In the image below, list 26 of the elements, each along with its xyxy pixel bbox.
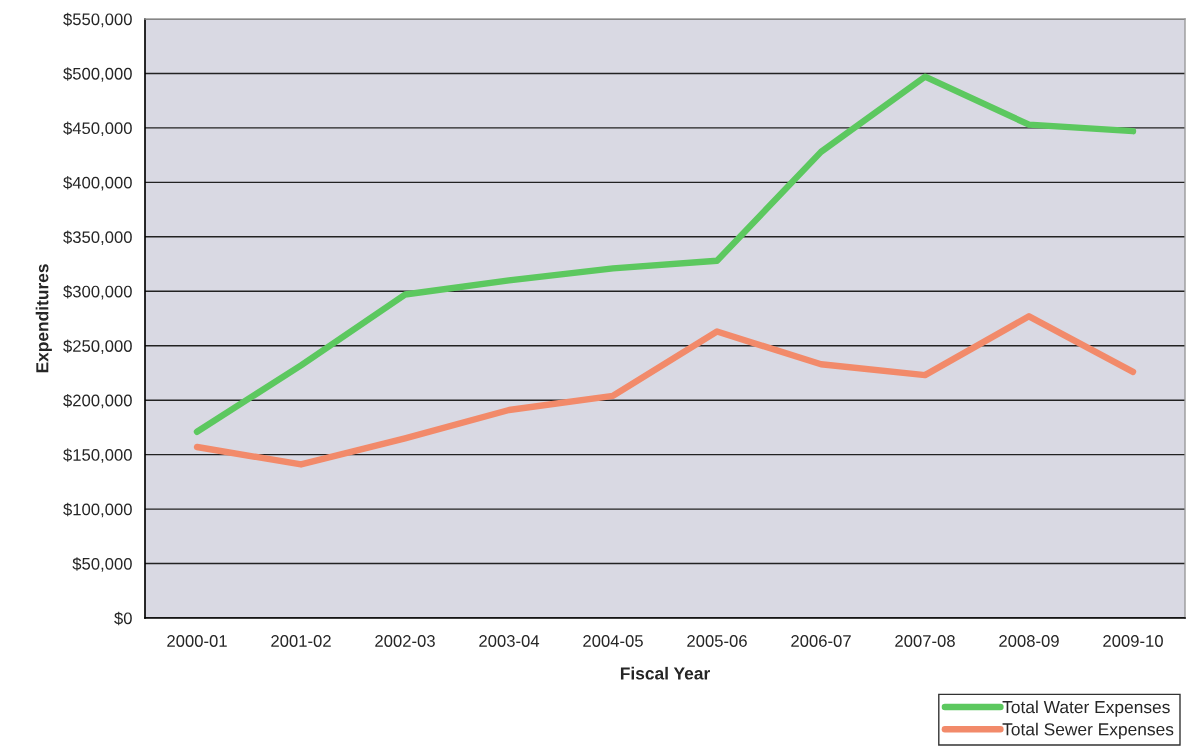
y-tick-label: $50,000 — [72, 557, 132, 572]
y-tick-label: $500,000 — [63, 67, 132, 82]
y-axis-title: Expenditures — [35, 264, 52, 373]
y-tick-label: $150,000 — [63, 448, 132, 463]
y-tick-label: $0 — [114, 611, 132, 626]
x-tick-label: 2009-10 — [1103, 635, 1163, 647]
y-tick-label: $250,000 — [63, 339, 132, 354]
y-tick-label: $400,000 — [63, 176, 132, 191]
legend-label: Total Water Expenses — [1002, 700, 1170, 717]
x-tick-label: 2006-07 — [791, 635, 851, 647]
y-tick-label: $200,000 — [63, 393, 132, 409]
x-tick-label: 2003-04 — [479, 635, 540, 647]
x-tick-label: 2004-05 — [583, 635, 643, 647]
x-tick-label: 2002-03 — [375, 635, 435, 647]
y-tick-label: $450,000 — [63, 121, 132, 137]
y-tick-label: $100,000 — [63, 502, 132, 518]
x-tick-label: 2008-09 — [999, 635, 1059, 647]
x-tick-label: 2001-02 — [271, 635, 331, 647]
y-tick-label: $350,000 — [63, 230, 132, 245]
x-tick-label: 2005-06 — [687, 635, 747, 647]
x-tick-label: 2000-01 — [167, 635, 227, 647]
x-axis-title: Fiscal Year — [620, 666, 710, 680]
y-tick-label: $550,000 — [63, 12, 132, 28]
y-tick-label: $300,000 — [63, 284, 132, 300]
legend-label: Total Sewer Expenses — [1002, 722, 1174, 739]
x-tick-label: 2007-08 — [895, 635, 955, 647]
